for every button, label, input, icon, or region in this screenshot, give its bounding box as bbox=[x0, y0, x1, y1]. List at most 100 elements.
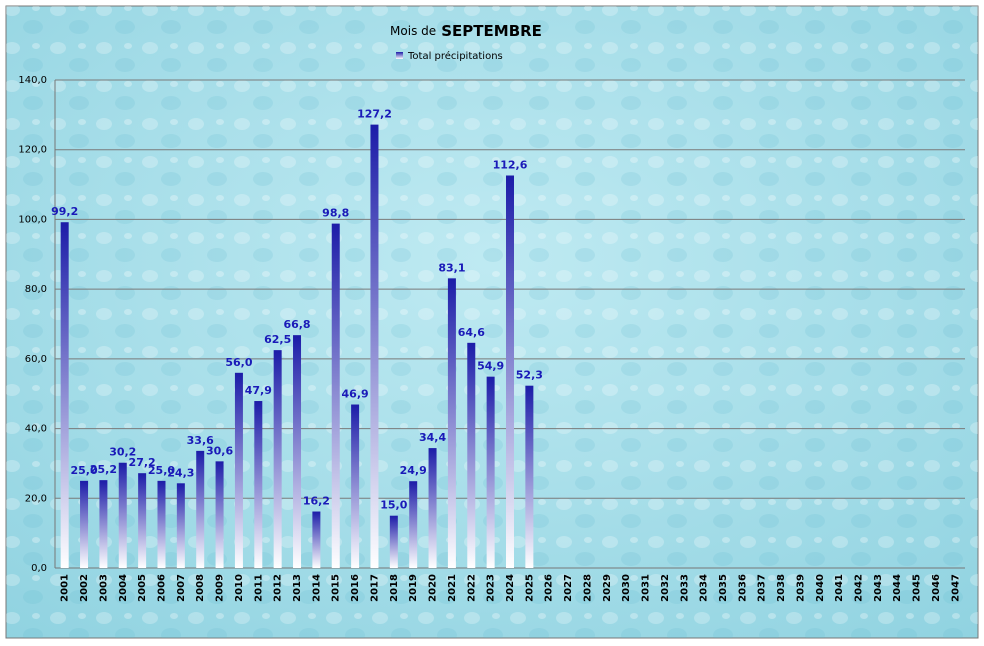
data-label: 127,2 bbox=[357, 108, 392, 121]
x-tick-label: 2034 bbox=[699, 574, 710, 602]
x-tick-label: 2011 bbox=[253, 574, 264, 602]
bar bbox=[99, 480, 108, 568]
bar bbox=[447, 278, 456, 568]
data-label: 112,6 bbox=[493, 159, 528, 172]
x-tick-label: 2020 bbox=[428, 574, 439, 602]
x-tick-label: 2036 bbox=[737, 574, 748, 602]
chart-title: Mois de SEPTEMBRE bbox=[390, 21, 542, 40]
x-tick-label: 2014 bbox=[311, 574, 322, 602]
bar bbox=[370, 124, 379, 569]
x-tick-label: 2001 bbox=[60, 574, 71, 602]
data-label: 30,6 bbox=[206, 444, 233, 457]
x-tick-label: 2013 bbox=[292, 574, 303, 602]
x-tick-label: 2040 bbox=[815, 574, 826, 602]
x-tick-label: 2046 bbox=[931, 574, 942, 602]
x-tick-label: 2045 bbox=[912, 574, 923, 602]
x-tick-label: 2021 bbox=[447, 574, 458, 602]
x-tick-label: 2027 bbox=[563, 574, 574, 602]
bar bbox=[118, 462, 127, 568]
x-tick-label: 2017 bbox=[369, 574, 380, 602]
x-tick-label: 2044 bbox=[892, 574, 903, 602]
data-label: 56,0 bbox=[225, 356, 252, 369]
bar bbox=[467, 342, 476, 568]
x-tick-label: 2041 bbox=[834, 574, 845, 602]
data-label: 52,3 bbox=[516, 369, 543, 382]
data-label: 83,1 bbox=[438, 261, 465, 274]
bar bbox=[409, 481, 418, 568]
data-label: 25,2 bbox=[90, 463, 117, 476]
y-tick-label: 40,0 bbox=[25, 424, 47, 435]
data-label: 30,2 bbox=[109, 446, 136, 459]
x-tick-label: 2016 bbox=[350, 574, 361, 602]
bar bbox=[176, 483, 185, 568]
x-tick-label: 2038 bbox=[776, 574, 787, 602]
x-tick-label: 2005 bbox=[137, 574, 148, 602]
bar bbox=[293, 335, 302, 568]
data-label: 62,5 bbox=[264, 333, 291, 346]
data-label: 15,0 bbox=[380, 499, 407, 512]
data-label: 47,9 bbox=[245, 384, 272, 397]
x-tick-label: 2035 bbox=[718, 574, 729, 602]
x-tick-label: 2032 bbox=[660, 574, 671, 602]
bar bbox=[273, 350, 282, 568]
x-tick-label: 2028 bbox=[582, 574, 593, 602]
x-tick-label: 2009 bbox=[215, 574, 226, 602]
bar bbox=[80, 480, 89, 568]
x-tick-label: 2024 bbox=[505, 574, 516, 602]
data-label: 24,3 bbox=[167, 466, 194, 479]
x-tick-label: 2043 bbox=[873, 574, 884, 602]
x-tick-label: 2047 bbox=[950, 574, 961, 602]
x-tick-label: 2003 bbox=[98, 574, 109, 602]
x-tick-label: 2002 bbox=[79, 574, 90, 602]
data-label: 25,0 bbox=[148, 464, 175, 477]
x-tick-label: 2037 bbox=[757, 574, 768, 602]
data-label: 46,9 bbox=[342, 388, 369, 401]
bar bbox=[428, 448, 437, 568]
x-tick-label: 2039 bbox=[795, 574, 806, 602]
data-label: 54,9 bbox=[477, 360, 504, 373]
bar bbox=[196, 450, 205, 568]
bar bbox=[215, 461, 224, 568]
x-tick-label: 2026 bbox=[544, 574, 555, 602]
x-tick-label: 2022 bbox=[466, 574, 477, 602]
bar bbox=[157, 480, 166, 568]
y-tick-label: 60,0 bbox=[25, 354, 47, 365]
x-tick-label: 2006 bbox=[156, 574, 167, 602]
x-tick-label: 2023 bbox=[486, 574, 497, 602]
bar bbox=[254, 401, 263, 568]
data-label: 25,0 bbox=[70, 464, 97, 477]
x-tick-label: 2025 bbox=[524, 574, 535, 602]
data-label: 64,6 bbox=[458, 326, 485, 339]
bar bbox=[506, 175, 514, 568]
x-tick-label: 2004 bbox=[118, 574, 129, 602]
data-label: 27,2 bbox=[129, 456, 156, 469]
x-tick-label: 2033 bbox=[679, 574, 690, 602]
bar bbox=[331, 223, 340, 568]
x-tick-label: 2008 bbox=[195, 574, 206, 602]
bar bbox=[312, 511, 321, 568]
x-tick-label: 2029 bbox=[602, 574, 613, 602]
y-tick-label: 0,0 bbox=[31, 563, 47, 574]
x-tick-label: 2030 bbox=[621, 574, 632, 602]
x-tick-label: 2015 bbox=[331, 574, 342, 602]
data-label: 98,8 bbox=[322, 207, 349, 220]
legend-label: Total précipitations bbox=[407, 50, 503, 62]
bar bbox=[525, 385, 534, 568]
bar bbox=[60, 222, 69, 568]
legend-swatch bbox=[396, 52, 403, 59]
data-label: 99,2 bbox=[51, 205, 78, 218]
x-tick-label: 2007 bbox=[176, 574, 187, 602]
bar bbox=[351, 404, 360, 568]
bar bbox=[138, 473, 147, 568]
y-tick-label: 100,0 bbox=[18, 214, 47, 225]
y-tick-label: 20,0 bbox=[25, 493, 47, 504]
x-tick-label: 2019 bbox=[408, 574, 419, 602]
x-tick-label: 2031 bbox=[641, 574, 652, 602]
bar bbox=[234, 372, 243, 568]
bar bbox=[389, 515, 398, 568]
data-label: 33,6 bbox=[187, 434, 214, 447]
data-label: 16,2 bbox=[303, 495, 330, 508]
data-label: 34,4 bbox=[419, 431, 446, 444]
x-tick-label: 2012 bbox=[273, 574, 284, 602]
